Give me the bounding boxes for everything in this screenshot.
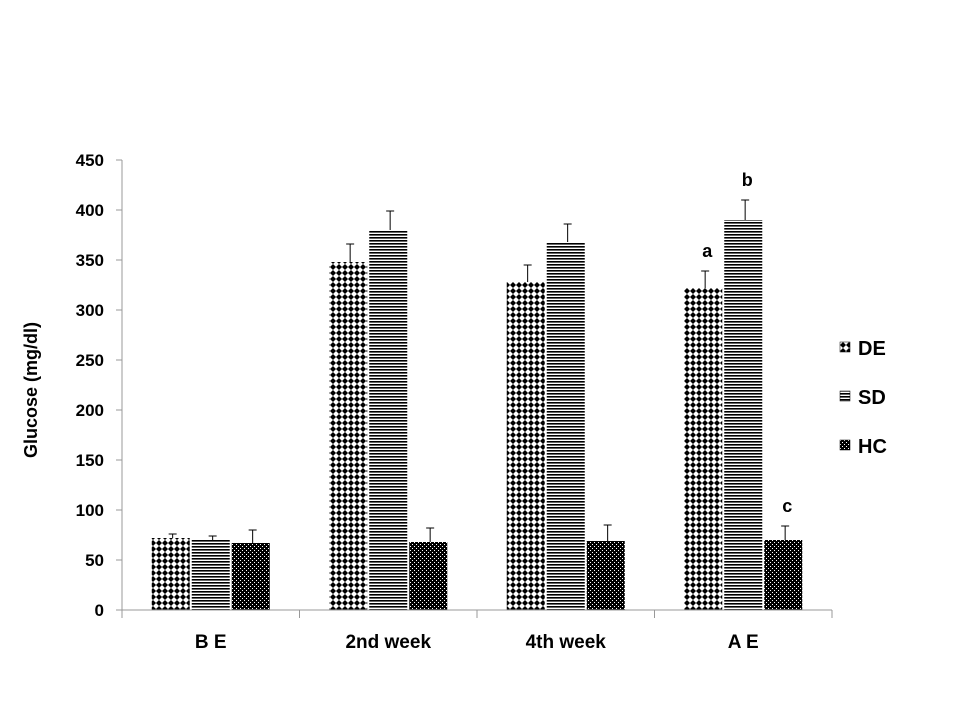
- x-tick-label: A E: [728, 632, 759, 653]
- legend: DE SD HC: [839, 338, 887, 458]
- y-axis-ticks: 0 50 100 150 200 250 300 350 400 450: [76, 151, 122, 620]
- y-tick-label: 50: [85, 551, 104, 570]
- y-tick-label: 400: [76, 201, 104, 220]
- y-tick-label: 200: [76, 401, 104, 420]
- significance-label-a: a: [702, 241, 713, 261]
- y-tick-label: 300: [76, 301, 104, 320]
- bar-hc-a-e: [764, 540, 803, 610]
- bar-hc-b-e: [231, 543, 270, 610]
- bar-de-4th-week: [506, 282, 545, 610]
- bar-de-2nd-week: [329, 262, 368, 610]
- bar-hc-2nd-week: [409, 542, 448, 610]
- y-tick-label: 250: [76, 351, 104, 370]
- bar-sd-2nd-week: [369, 230, 408, 610]
- legend-label-sd: SD: [858, 387, 886, 409]
- x-axis-ticks: B E 2nd week 4th week A E: [121, 610, 833, 653]
- bar-de-a-e: [684, 288, 723, 610]
- bar-de-b-e: [151, 538, 190, 610]
- error-bars: [168, 199, 790, 543]
- y-tick-label: 450: [76, 151, 104, 170]
- x-tick-label: 4th week: [526, 632, 607, 653]
- y-axis-title: Glucose (mg/dl): [21, 322, 41, 458]
- bars: [151, 220, 803, 610]
- bar-sd-b-e: [191, 540, 230, 610]
- y-tick-label: 100: [76, 501, 104, 520]
- bar-hc-4th-week: [586, 541, 625, 610]
- legend-swatch-de: [839, 341, 851, 353]
- significance-label-c: c: [782, 496, 792, 516]
- y-tick-label: 350: [76, 251, 104, 270]
- x-tick-label: B E: [195, 632, 227, 653]
- significance-label-b: b: [742, 170, 753, 190]
- legend-label-hc: HC: [858, 436, 887, 458]
- legend-swatch-sd: [839, 390, 851, 402]
- legend-swatch-hc: [839, 439, 851, 451]
- bar-sd-4th-week: [546, 242, 585, 610]
- x-tick-label: 2nd week: [345, 632, 431, 653]
- legend-label-de: DE: [858, 338, 886, 360]
- y-tick-label: 0: [95, 601, 104, 620]
- y-tick-label: 150: [76, 451, 104, 470]
- bar-sd-a-e: [724, 220, 763, 610]
- significance-labels: a b c: [702, 170, 792, 516]
